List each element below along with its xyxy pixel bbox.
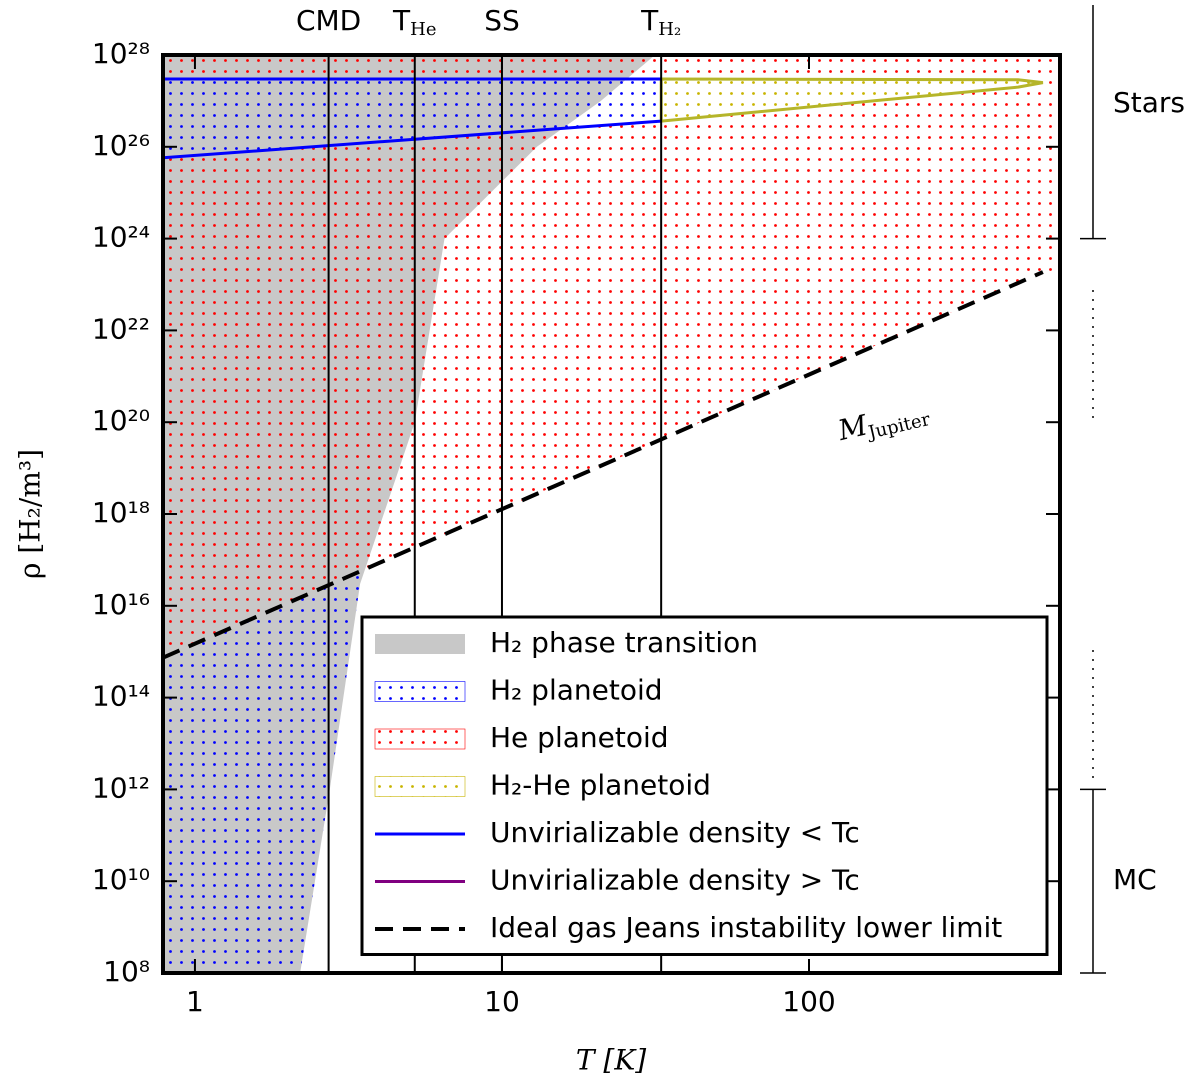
bracket-label: MC xyxy=(1113,863,1157,896)
vline-label-main: T xyxy=(392,4,411,37)
y-tick-label: 10²² xyxy=(92,312,150,345)
legend-swatch xyxy=(375,634,465,654)
series-line xyxy=(163,77,662,160)
annotation-main: M xyxy=(834,408,872,447)
series-line xyxy=(163,270,1044,660)
y-tick-label: 10²⁴ xyxy=(92,221,150,254)
legend-swatch xyxy=(374,776,466,797)
legend-swatch xyxy=(374,728,466,750)
vline-label: CMD xyxy=(296,4,361,37)
annotation: MJupiter xyxy=(834,394,932,450)
y-tick-label: 10¹² xyxy=(92,771,150,804)
y-axis-label: ρ [H₂/m³] xyxy=(14,449,47,579)
legend-label: Ideal gas Jeans instability lower limit xyxy=(490,911,1002,944)
annotation-sub: Jupiter xyxy=(864,409,932,444)
legend-label: H₂ phase transition xyxy=(490,626,758,659)
vline-label-main: T xyxy=(640,4,659,37)
region xyxy=(163,79,662,973)
y-tick-label: 10¹⁴ xyxy=(92,680,150,713)
bracket-label: Stars xyxy=(1113,86,1185,119)
region xyxy=(163,55,1060,658)
vline-label-main: SS xyxy=(484,4,520,37)
vline-label-sub: He xyxy=(410,19,436,40)
legend-label: H₂-He planetoid xyxy=(490,769,711,802)
legend-label: He planetoid xyxy=(490,721,669,754)
legend-label: H₂ planetoid xyxy=(490,674,663,707)
vline-label: TH₂ xyxy=(640,4,681,40)
legend-box xyxy=(360,615,1049,956)
y-tick-label: 10⁸ xyxy=(103,955,150,988)
x-axis-label: T [K] xyxy=(576,1044,646,1077)
y-tick-label: 10²⁰ xyxy=(92,404,150,437)
legend-label: Unvirializable density < Tc xyxy=(490,816,860,849)
vline-label-main: CMD xyxy=(296,4,361,37)
x-tick-label: 100 xyxy=(782,985,835,1018)
y-tick-label: 10¹⁸ xyxy=(92,496,150,529)
x-tick-label: 10 xyxy=(484,985,520,1018)
vline-label: SS xyxy=(484,4,520,37)
vline-label-sub: H₂ xyxy=(658,19,681,40)
x-tick-label: 1 xyxy=(186,985,204,1018)
vline-label: THe xyxy=(392,4,436,40)
y-tick-label: 10¹⁶ xyxy=(92,588,150,621)
y-tick-label: 10²⁶ xyxy=(92,129,150,162)
y-tick-label: 10²⁸ xyxy=(92,37,150,70)
legend-label: Unvirializable density > Tc xyxy=(490,864,860,897)
legend-swatch xyxy=(374,681,466,702)
plot-area xyxy=(163,55,1060,973)
y-tick-label: 10¹⁰ xyxy=(92,863,150,896)
